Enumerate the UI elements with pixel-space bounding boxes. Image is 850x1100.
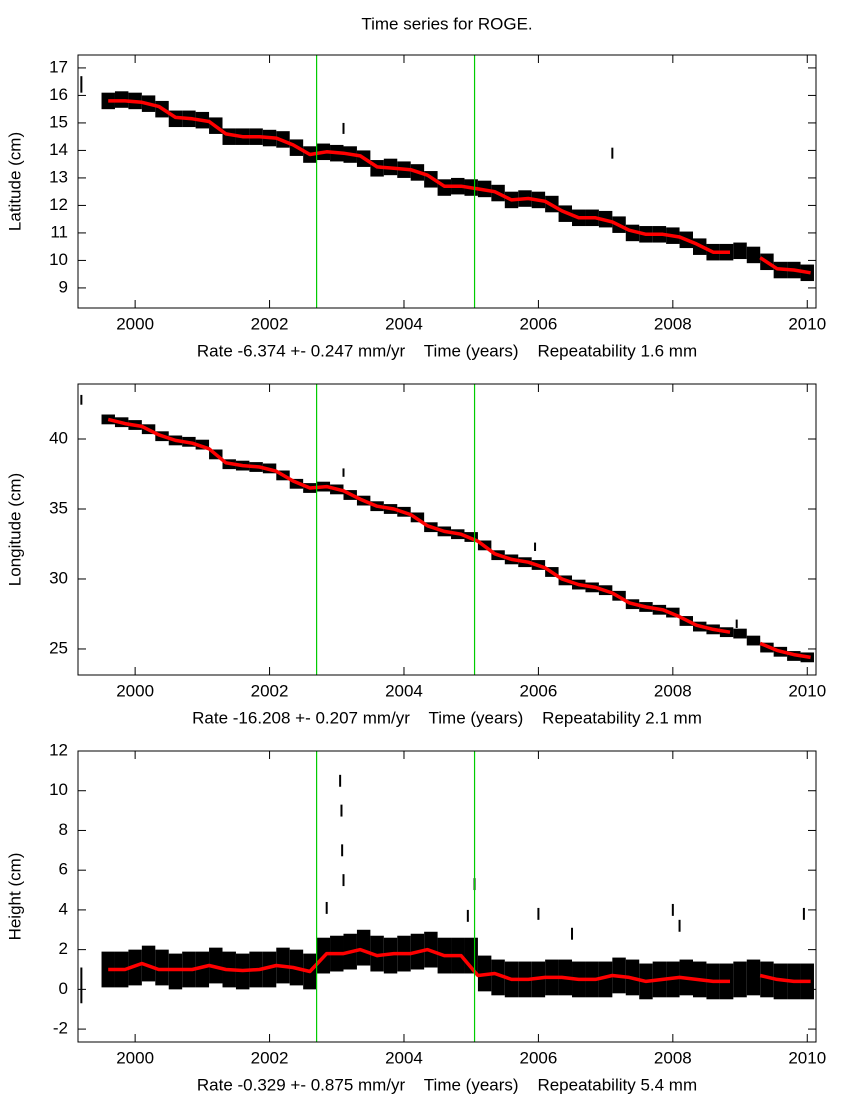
x-tick-label: 2006: [519, 681, 557, 700]
observation: [168, 953, 183, 990]
y-tick-label: 6: [59, 860, 68, 879]
plot-frame: [77, 383, 817, 676]
observation: [733, 242, 747, 260]
y-tick-label: 25: [49, 638, 68, 657]
x-tick-label: 2008: [654, 681, 692, 700]
observation: [746, 246, 761, 264]
y-axis-label: Longitude (cm): [5, 473, 24, 586]
y-tick-label: 17: [49, 57, 68, 76]
y-tick-label: 4: [59, 899, 68, 918]
x-tick-label: 2010: [788, 1048, 826, 1067]
y-tick-label: 8: [59, 820, 68, 839]
plot-frame: [77, 750, 817, 1043]
model-line: [108, 99, 811, 275]
x-tick-label: 2006: [519, 1048, 557, 1067]
y-tick-label: 10: [49, 250, 68, 269]
observation: [80, 394, 83, 405]
observation: [746, 959, 761, 996]
observation: [80, 967, 83, 1004]
observation: [195, 951, 210, 988]
observation: [141, 945, 156, 982]
y-tick-label: 15: [49, 112, 68, 131]
observation: [760, 961, 774, 998]
y-tick-label: 9: [59, 277, 68, 296]
observation: [733, 961, 747, 998]
y-tick-label: 12: [49, 740, 68, 759]
x-tick-label: 2002: [251, 314, 289, 333]
x-axis-label: Rate -0.329 +- 0.875 mm/yr Time (years) …: [197, 1075, 697, 1094]
chart-title: Time series for ROGE.: [361, 14, 532, 33]
x-tick-label: 2000: [116, 1048, 154, 1067]
y-tick-label: 13: [49, 167, 68, 186]
y-tick-label: 14: [49, 140, 68, 159]
y-axis-label: Height (cm): [5, 853, 24, 941]
observation: [80, 76, 83, 93]
x-tick-label: 2000: [116, 314, 154, 333]
observation: [370, 935, 384, 972]
x-tick-label: 2008: [654, 1048, 692, 1067]
x-tick-label: 2006: [519, 314, 557, 333]
observation: [195, 439, 210, 450]
observation: [733, 628, 747, 639]
y-tick-label: 30: [49, 568, 68, 587]
y-tick-label: 10: [49, 780, 68, 799]
x-tick-label: 2008: [654, 314, 692, 333]
y-axis-label: Latitude (cm): [5, 132, 24, 231]
x-tick-label: 2004: [385, 1048, 423, 1067]
observation: [155, 949, 169, 986]
observation: [746, 635, 761, 646]
x-tick-label: 2000: [116, 681, 154, 700]
observation: [491, 959, 505, 996]
observation: [598, 961, 613, 998]
x-tick-label: 2004: [385, 681, 423, 700]
x-tick-label: 2002: [251, 1048, 289, 1067]
x-tick-label: 2010: [788, 681, 826, 700]
y-tick-label: 11: [50, 222, 68, 241]
y-tick-label: 16: [49, 85, 68, 104]
plot-frame: [77, 54, 817, 309]
y-tick-label: 12: [49, 195, 68, 214]
model-line: [108, 947, 811, 984]
x-tick-label: 2002: [251, 681, 289, 700]
y-tick-label: 40: [49, 428, 68, 447]
y-tick-label: 2: [59, 939, 68, 958]
model-line: [107, 417, 811, 660]
x-axis-label: Rate -16.208 +- 0.207 mm/yr Time (years)…: [192, 708, 702, 727]
y-tick-label: -2: [53, 1019, 68, 1038]
x-tick-label: 2004: [385, 314, 423, 333]
y-tick-label: 0: [59, 979, 68, 998]
x-axis-label: Rate -6.374 +- 0.247 mm/yr Time (years) …: [197, 341, 697, 360]
observation: [356, 929, 371, 966]
observation: [262, 951, 277, 988]
y-tick-label: 35: [49, 498, 68, 517]
x-tick-label: 2010: [788, 314, 826, 333]
